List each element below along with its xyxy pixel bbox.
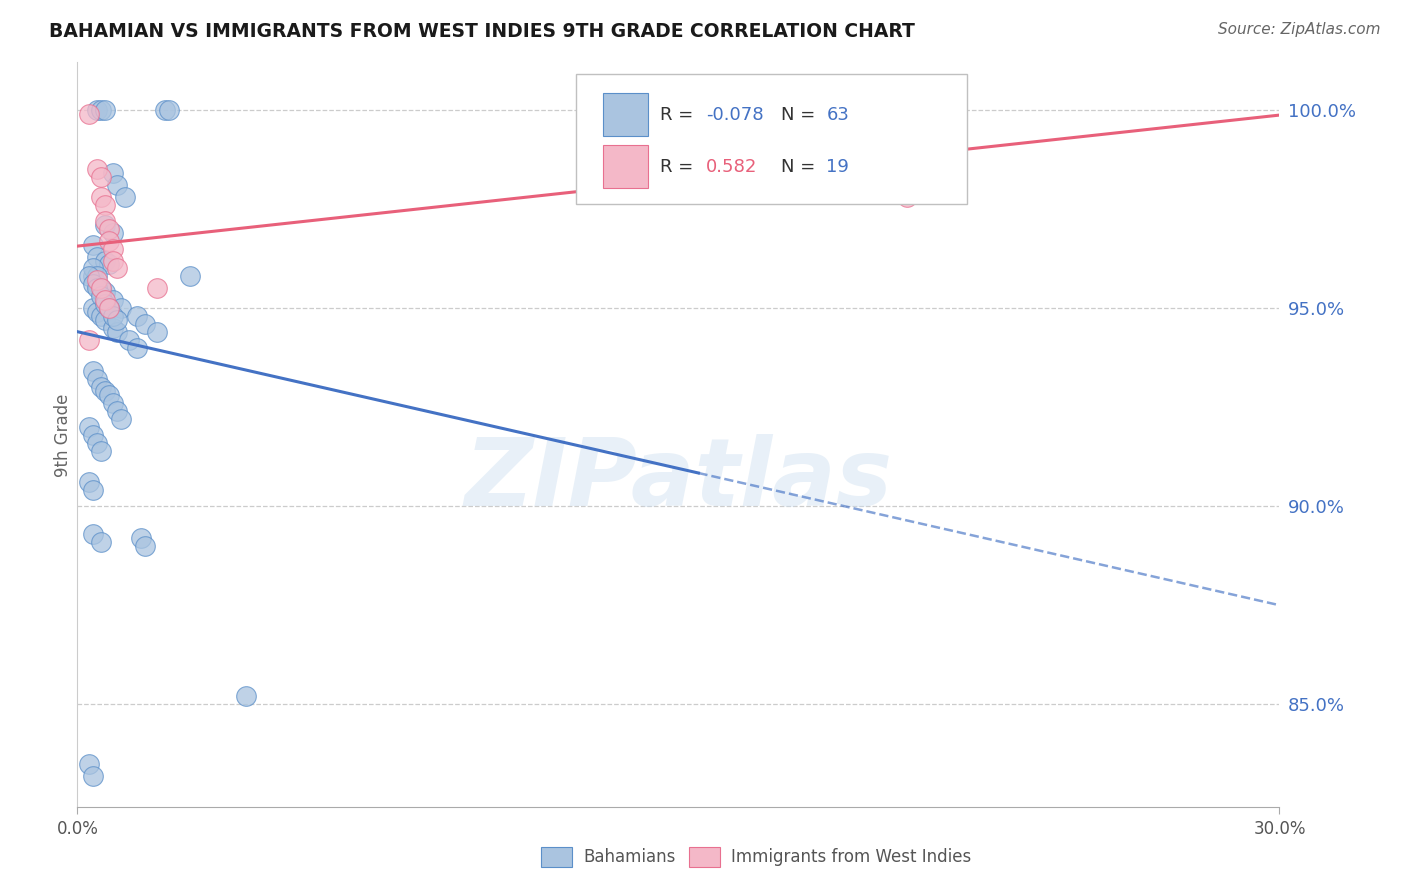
Point — [118, 333, 141, 347]
Point — [103, 321, 125, 335]
Point — [86, 305, 108, 319]
Point — [134, 539, 156, 553]
Point — [86, 269, 108, 284]
Point — [82, 261, 104, 276]
Point — [82, 527, 104, 541]
Text: N =: N = — [780, 105, 821, 124]
Text: N =: N = — [780, 158, 821, 176]
Point — [82, 277, 104, 292]
Text: BAHAMIAN VS IMMIGRANTS FROM WEST INDIES 9TH GRADE CORRELATION CHART: BAHAMIAN VS IMMIGRANTS FROM WEST INDIES … — [49, 22, 915, 41]
Point — [110, 301, 132, 315]
Point — [94, 253, 117, 268]
Point — [107, 325, 129, 339]
Point — [235, 690, 257, 704]
Point — [82, 237, 104, 252]
Point — [98, 258, 121, 272]
Point — [131, 531, 153, 545]
Point — [90, 103, 112, 117]
Point — [107, 178, 129, 193]
Text: 63: 63 — [827, 105, 849, 124]
Point — [90, 309, 112, 323]
Point — [90, 170, 112, 185]
Text: R =: R = — [661, 105, 699, 124]
Point — [114, 190, 136, 204]
Point — [82, 483, 104, 498]
Point — [127, 309, 149, 323]
Point — [94, 313, 117, 327]
Point — [86, 162, 108, 177]
Point — [90, 443, 112, 458]
FancyBboxPatch shape — [576, 74, 967, 204]
Point — [179, 269, 201, 284]
Point — [94, 218, 117, 232]
Point — [86, 281, 108, 295]
Point — [86, 372, 108, 386]
Point — [110, 412, 132, 426]
Point — [90, 190, 112, 204]
Point — [82, 364, 104, 378]
Point — [86, 277, 108, 292]
Point — [90, 281, 112, 295]
Point — [94, 214, 117, 228]
Point — [79, 107, 101, 121]
Point — [94, 293, 117, 307]
Point — [82, 269, 104, 284]
Point — [98, 222, 121, 236]
Point — [90, 281, 112, 295]
Point — [868, 103, 890, 117]
Point — [86, 250, 108, 264]
Point — [82, 427, 104, 442]
Point — [107, 404, 129, 418]
Point — [146, 325, 169, 339]
Point — [98, 301, 121, 315]
Point — [98, 301, 121, 315]
Point — [127, 341, 149, 355]
Text: R =: R = — [661, 158, 706, 176]
Point — [94, 297, 117, 311]
Text: 19: 19 — [827, 158, 849, 176]
Point — [103, 166, 125, 180]
Text: Bahamians: Bahamians — [583, 848, 676, 866]
Point — [155, 103, 177, 117]
Point — [90, 380, 112, 394]
Text: Source: ZipAtlas.com: Source: ZipAtlas.com — [1218, 22, 1381, 37]
Point — [82, 301, 104, 315]
Bar — [603, 145, 648, 188]
Point — [94, 103, 117, 117]
Text: Immigrants from West Indies: Immigrants from West Indies — [731, 848, 972, 866]
Point — [90, 289, 112, 303]
Point — [107, 261, 129, 276]
Point — [159, 103, 181, 117]
Point — [107, 313, 129, 327]
Point — [90, 534, 112, 549]
Point — [86, 103, 108, 117]
Point — [94, 285, 117, 300]
Point — [103, 309, 125, 323]
Point — [146, 281, 169, 295]
Point — [98, 234, 121, 248]
Bar — [603, 93, 648, 136]
Point — [103, 293, 125, 307]
Point — [98, 388, 121, 402]
Point — [103, 242, 125, 256]
Text: -0.078: -0.078 — [706, 105, 763, 124]
Text: ZIPatlas: ZIPatlas — [464, 434, 893, 525]
Point — [79, 333, 101, 347]
Point — [94, 384, 117, 399]
Point — [86, 435, 108, 450]
Point — [82, 768, 104, 782]
Point — [79, 269, 101, 284]
Point — [134, 317, 156, 331]
Text: 0.582: 0.582 — [706, 158, 758, 176]
Point — [79, 756, 101, 771]
Point — [86, 273, 108, 287]
Y-axis label: 9th Grade: 9th Grade — [53, 393, 72, 476]
Point — [79, 475, 101, 490]
Point — [103, 253, 125, 268]
Point — [103, 226, 125, 240]
Point — [79, 420, 101, 434]
Point — [94, 198, 117, 212]
Point — [103, 396, 125, 410]
Point — [896, 190, 918, 204]
